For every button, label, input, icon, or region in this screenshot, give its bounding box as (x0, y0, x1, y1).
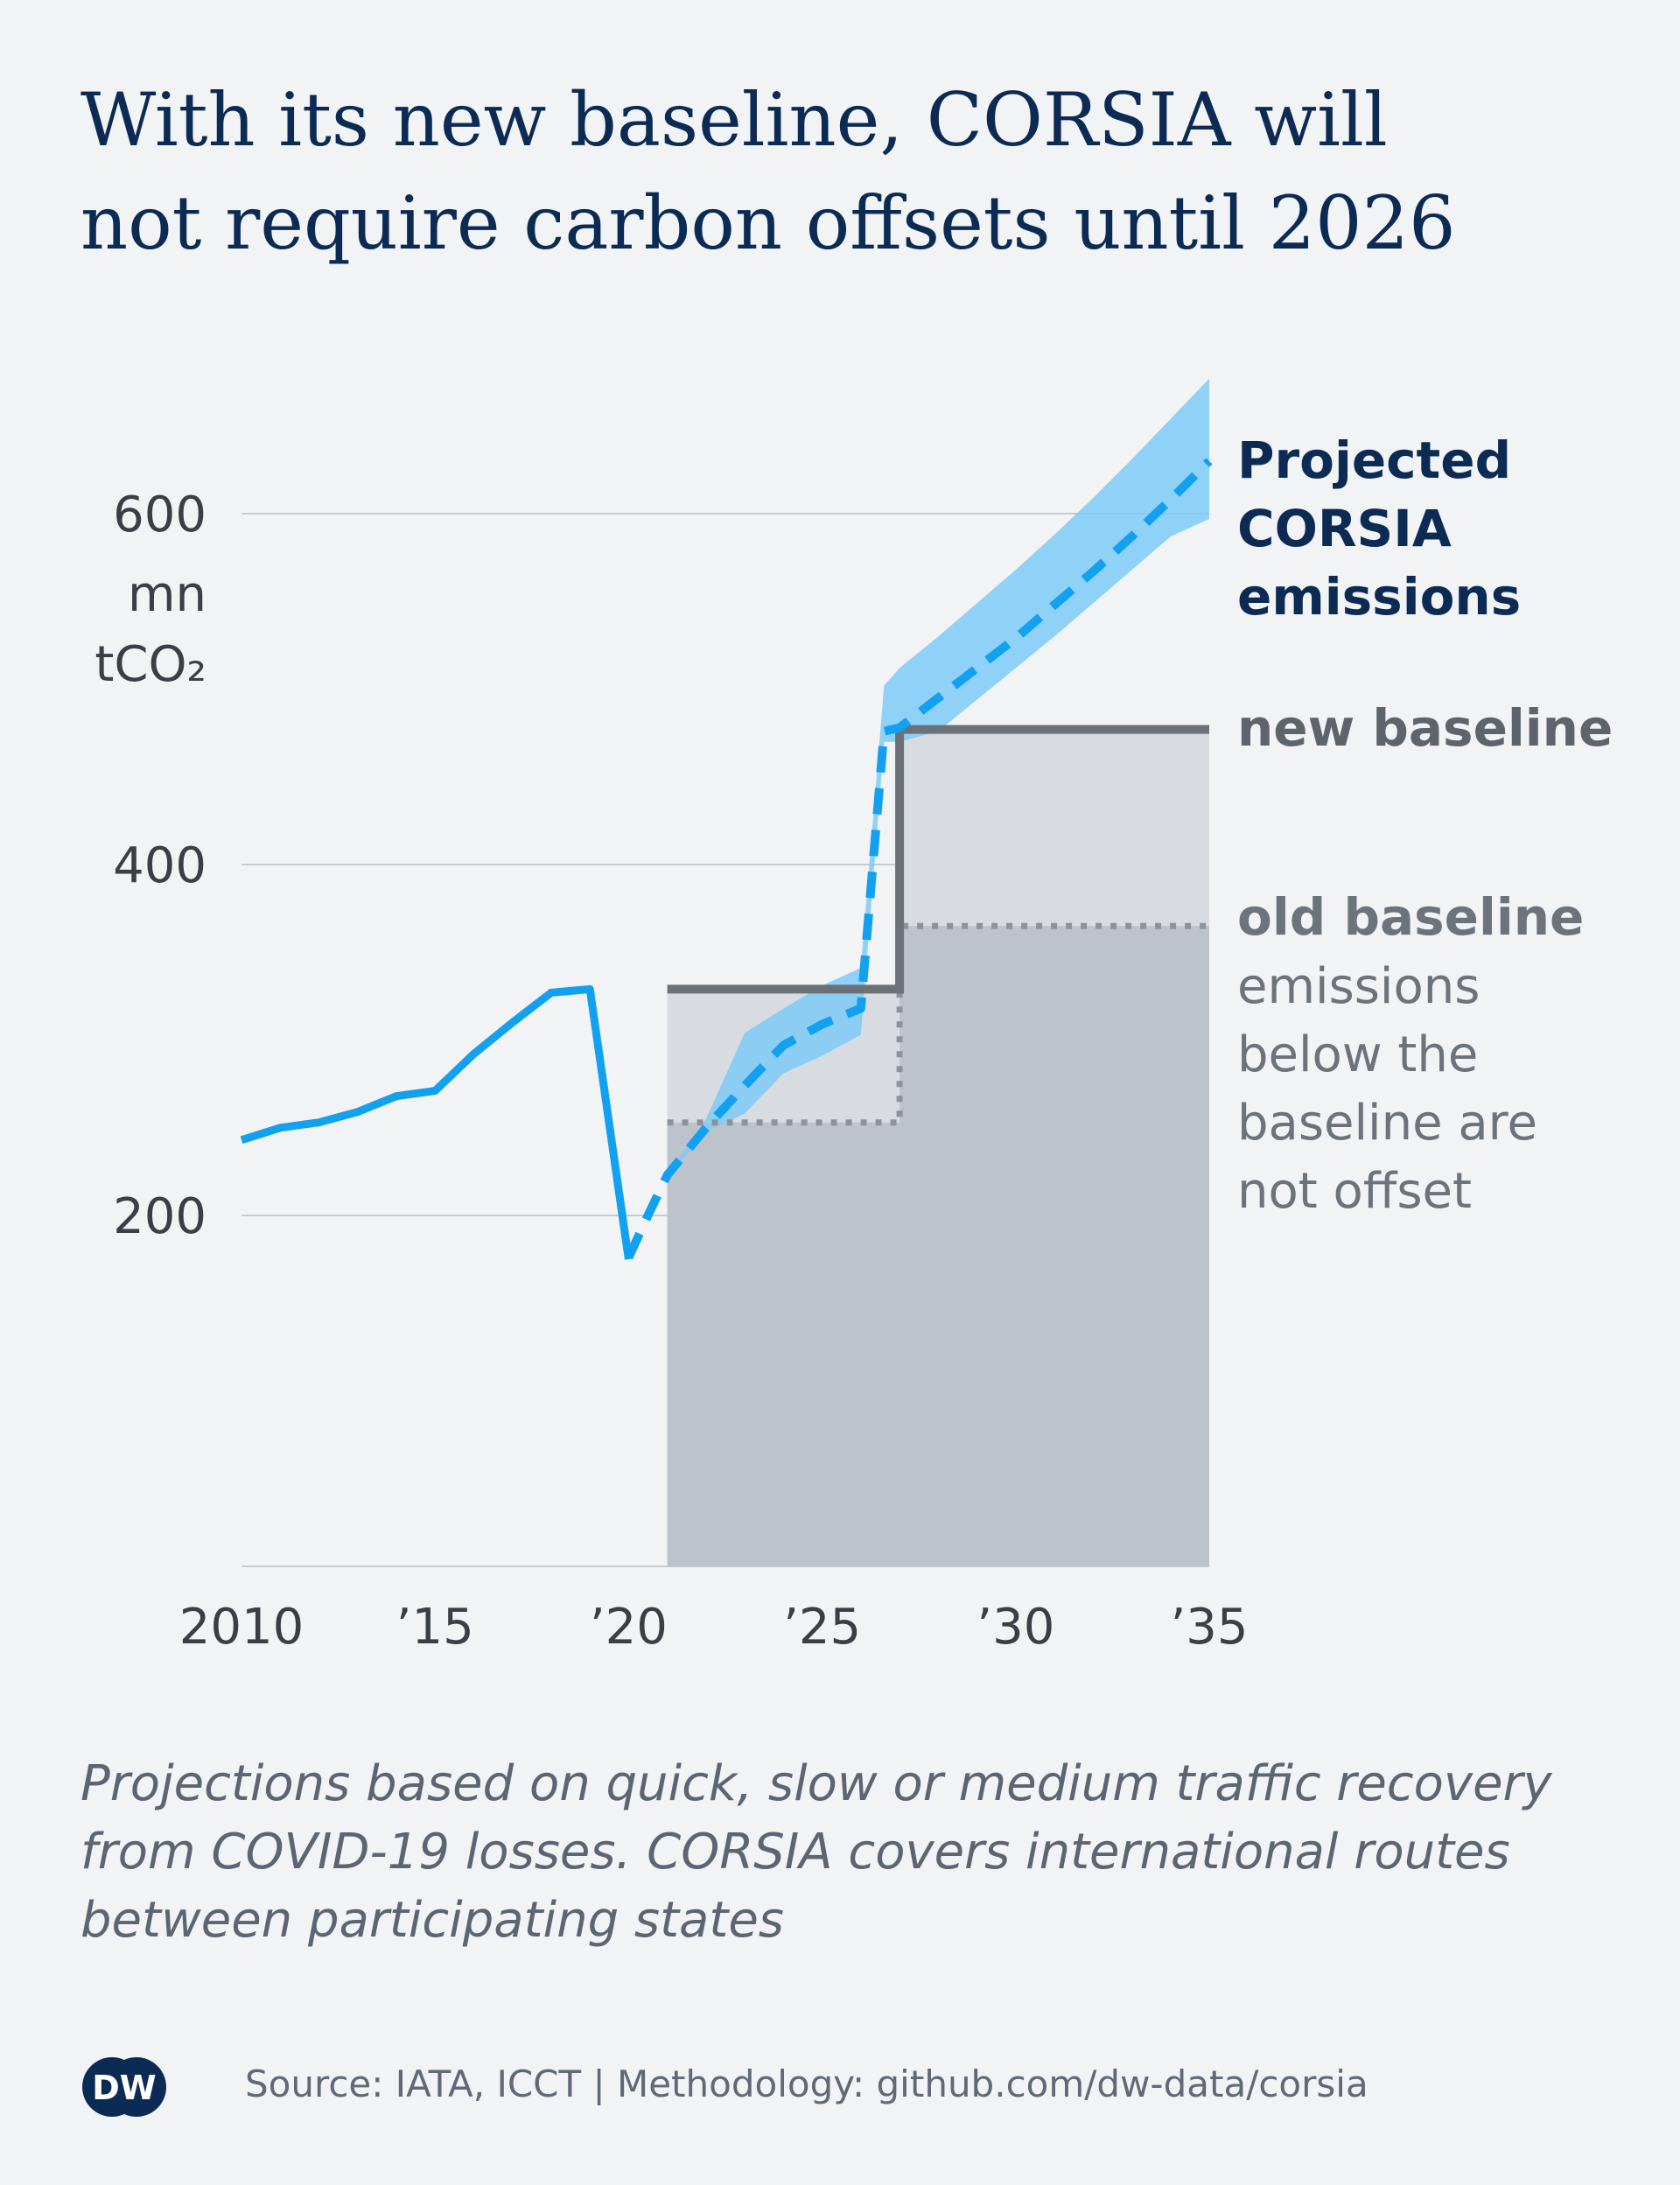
x-tick-label-2035: ’35 (1170, 1599, 1248, 1656)
legend-old-baseline-desc-1: emissions (1237, 958, 1480, 1015)
chart-title: With its new baseline, CORSIA will not r… (80, 68, 1620, 275)
dw-logo-text: DW (92, 2069, 156, 2107)
x-tick-label-2010: 2010 (179, 1599, 304, 1656)
old-baseline-area (667, 926, 1209, 1566)
source-credit: Source: IATA, ICCT | Methodology: github… (245, 2062, 1368, 2105)
baseline-areas (667, 729, 1209, 1566)
y-unit-tco2: tCO₂ (94, 636, 206, 693)
old-baseline-line (667, 922, 1209, 1126)
projected-emissions-line (624, 458, 1213, 1260)
chart-note: Projections based on quick, slow or medi… (80, 1750, 1638, 1955)
y-tick-label-600: 600 (113, 487, 206, 543)
y-axis: 200 400 600 (113, 487, 206, 1245)
legend-old-baseline-title: old baseline (1237, 887, 1584, 947)
note-line-3: between participating states (80, 1892, 784, 1949)
projection-uncertainty-band (667, 378, 1209, 1179)
x-tick-label-2015: ’15 (396, 1599, 474, 1656)
x-tick-label-2030: ’30 (976, 1599, 1054, 1656)
title-line-1: With its new baseline, CORSIA will (80, 77, 1388, 163)
footer: DW Source: IATA, ICCT | Methodology: git… (77, 2052, 1634, 2122)
series-lines (240, 458, 1213, 1260)
note-line-1: Projections based on quick, slow or medi… (80, 1755, 1552, 1812)
legend-projected-line-1: Projected (1237, 431, 1511, 490)
x-tick-label-2020: ’20 (590, 1599, 668, 1656)
projection-band (667, 378, 1209, 1179)
legend-old-baseline-desc-4: not offset (1237, 1163, 1472, 1220)
y-tick-label-400: 400 (113, 837, 206, 894)
legend-old-baseline-desc-2: below the (1237, 1026, 1478, 1083)
legend-projected-line-3: emissions (1237, 567, 1521, 627)
emissions-chart: 200 400 600 2010 ’15 ’20 ’25 ’30 ’35 mn tCO₂ Pr… (94, 378, 1613, 1656)
legend-new-baseline: new baseline (1237, 698, 1613, 758)
x-axis: 2010 ’15 ’20 ’25 ’30 ’35 (179, 1599, 1249, 1656)
legend-old-baseline-desc-3: baseline are (1237, 1095, 1537, 1152)
title-line-2: not require carbon offsets until 2026 (80, 180, 1456, 266)
dw-logo: DW (82, 2057, 166, 2117)
x-tick-label-2025: ’25 (783, 1599, 861, 1656)
note-line-2: from COVID-19 losses. CORSIA covers inte… (80, 1824, 1510, 1880)
legend-projected-line-2: CORSIA (1237, 499, 1452, 558)
y-unit-mn: mn (128, 566, 206, 623)
new-baseline-line (667, 725, 1209, 994)
legend-projected: Projected CORSIA emissions (1237, 431, 1521, 627)
historical-emissions-line (240, 984, 633, 1260)
legend-old-baseline: old baseline emissions below the baselin… (1237, 887, 1584, 1220)
y-tick-label-200: 200 (113, 1188, 206, 1245)
